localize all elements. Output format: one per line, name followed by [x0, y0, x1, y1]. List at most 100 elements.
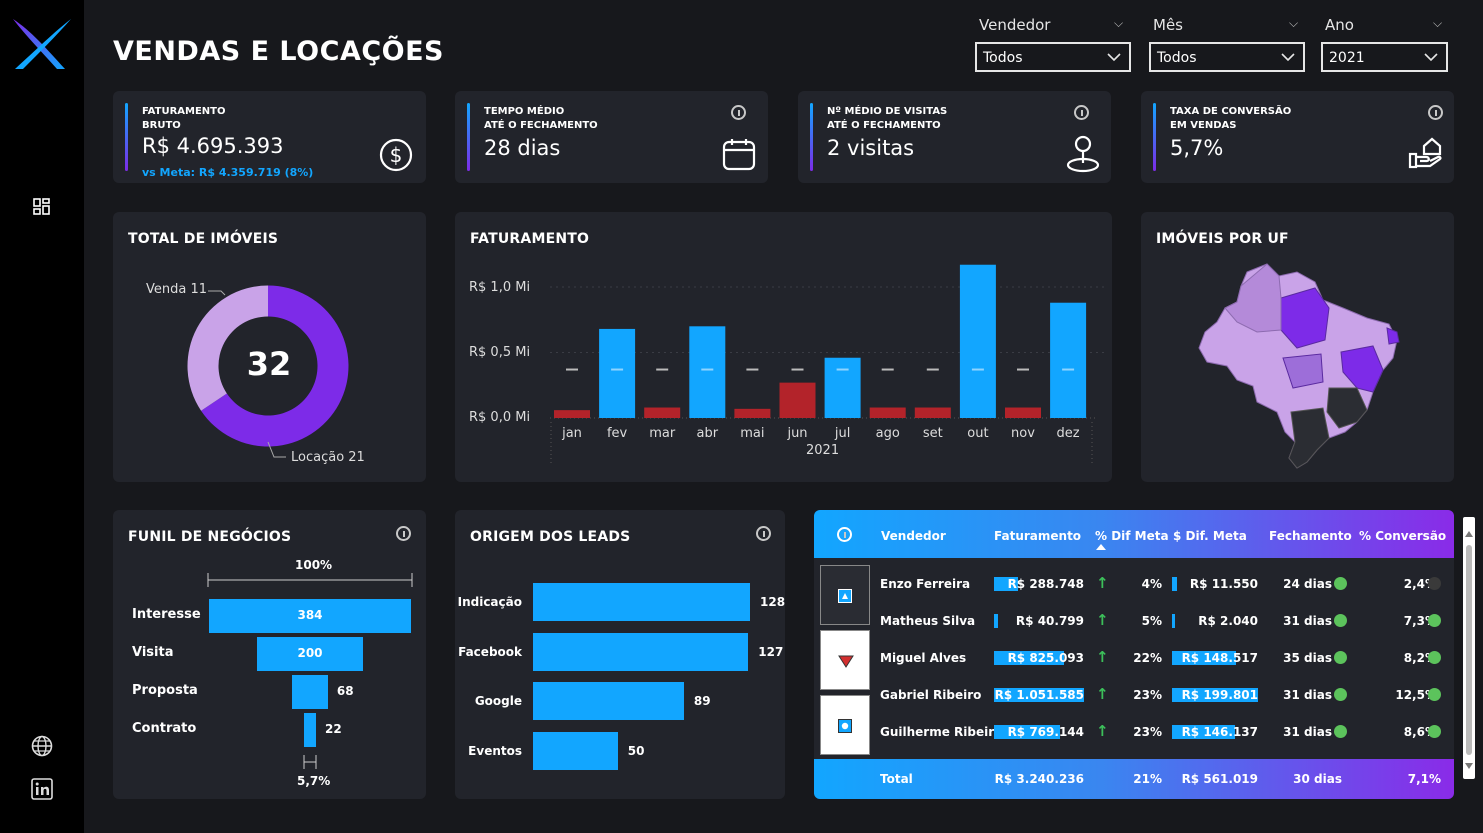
leader-line	[208, 290, 226, 296]
linkedin-icon[interactable]	[31, 778, 53, 800]
info-icon[interactable]	[1428, 105, 1443, 120]
lead-value: 89	[693, 694, 711, 708]
dif-meta-bar	[1172, 614, 1175, 628]
funnel-bar-interesse[interactable]	[209, 599, 411, 633]
info-icon[interactable]	[1074, 105, 1089, 120]
state-mg[interactable]	[1326, 387, 1368, 429]
kpi-value: 5,7%	[1170, 136, 1224, 160]
bar-jun[interactable]	[779, 382, 816, 418]
lead-bar-1[interactable]	[533, 632, 749, 671]
col-header-vendedor[interactable]: Vendedor	[881, 529, 946, 543]
col-header-dif-meta[interactable]: $ Dif. Meta	[1173, 529, 1247, 543]
donut-slice-venda[interactable]	[187, 285, 269, 411]
cell-dif-meta: R$ 11.550	[1189, 577, 1258, 591]
table-scrollbar[interactable]	[1463, 517, 1475, 779]
scroll-up-arrow[interactable]	[1465, 531, 1473, 537]
col-header-fechamento[interactable]: Fechamento	[1269, 529, 1352, 543]
status-dot-icon	[1428, 577, 1441, 590]
table-row[interactable]: Miguel Alves R$ 825.093 ↑ 22% R$ 148.517 35 d…	[814, 648, 1454, 668]
chevron-down-icon[interactable]: ⌵	[1289, 16, 1299, 30]
brazil-map[interactable]	[1197, 262, 1403, 470]
faturamento-bar	[994, 725, 1060, 739]
info-icon[interactable]	[756, 526, 771, 541]
arrow-up-icon: ↑	[1096, 611, 1109, 629]
x-tick-label: dez	[1057, 426, 1080, 441]
row-icon-box[interactable]	[820, 630, 870, 690]
cell-faturamento: R$ 825.093	[1007, 651, 1084, 665]
table-row[interactable]: Matheus Silva R$ 40.799 ↑ 5% R$ 2.040 31 dias…	[814, 611, 1454, 631]
faturamento-bar-chart[interactable]: jan fev mar abr mai jun jul ago set out nov dez	[455, 212, 1112, 482]
lead-bar-3[interactable]	[533, 731, 618, 770]
bar-out[interactable]	[959, 264, 996, 418]
bar-fev[interactable]	[599, 328, 636, 418]
x-tick-label: jul	[834, 426, 850, 441]
kpi-label: Nº MÉDIO DE VISITAS ATÉ O FECHAMENTO	[827, 105, 947, 133]
chevron-down-icon[interactable]: ⌵	[1433, 16, 1443, 30]
row-icon-box[interactable]	[820, 565, 870, 625]
col-header-pct-dif-meta[interactable]: % Dif Meta	[1095, 529, 1169, 543]
scroll-thumb[interactable]	[1466, 545, 1472, 755]
logo-icon[interactable]	[11, 17, 73, 71]
donut-slice-locacao[interactable]	[201, 285, 349, 447]
state-mt[interactable]	[1282, 353, 1324, 389]
venda-label: Venda 11	[146, 282, 208, 297]
bar-jan[interactable]	[554, 410, 590, 418]
state-ne[interactable]	[1386, 327, 1400, 345]
svg-text:$: $	[390, 143, 403, 167]
bar-nov[interactable]	[1005, 407, 1041, 418]
bar-ago[interactable]	[869, 407, 906, 418]
kpi-vs-meta: vs Meta: R$ 4.359.719 (8%)	[142, 166, 314, 179]
table-row[interactable]: Gabriel Ribeiro R$ 1.051.585 ↑ 23% R$ 199.80…	[814, 685, 1454, 705]
kpi-tempo-card: TEMPO MÉDIO ATÉ O FECHAMENTO 28 dias	[455, 91, 768, 183]
bar-abr[interactable]	[689, 326, 726, 418]
state-am[interactable]	[1224, 263, 1282, 333]
info-icon[interactable]	[396, 526, 411, 541]
x-tick-label: abr	[697, 426, 719, 441]
bar-mai[interactable]	[734, 408, 771, 418]
scroll-down-arrow[interactable]	[1465, 763, 1473, 769]
slicer-vendedor-label: Vendedor	[979, 16, 1051, 34]
info-icon[interactable]	[837, 527, 852, 542]
table-row[interactable]: Guilherme Ribeiro R$ 769.144 ↑ 23% R$ 146.13…	[814, 722, 1454, 742]
state-south[interactable]	[1288, 407, 1330, 469]
funnel-bar-proposta[interactable]	[292, 675, 328, 709]
dif-meta-bar	[1172, 688, 1258, 702]
x-tick-label: jun	[786, 426, 807, 441]
lead-source-label: Eventos	[468, 743, 522, 758]
funnel-bar-contrato[interactable]	[304, 713, 316, 747]
funnel-bottom-percent: 5,7%	[297, 774, 331, 788]
funnel-bar-visita[interactable]	[257, 637, 363, 671]
leader-line	[267, 441, 286, 458]
donut-chart[interactable]	[113, 212, 426, 482]
bar-dez[interactable]	[1050, 302, 1087, 418]
lead-bar-0[interactable]	[533, 583, 750, 621]
arrow-up-icon: ↑	[1096, 574, 1109, 592]
bar-mar[interactable]	[644, 407, 681, 418]
slicer-ano-dropdown[interactable]: 2021	[1321, 42, 1448, 72]
cell-dif-meta: R$ 199.801	[1181, 688, 1258, 702]
cell-vendedor: Miguel Alves	[880, 651, 967, 665]
col-header-conversao[interactable]: % Conversão	[1359, 529, 1447, 543]
vendedor-table: Vendedor Faturamento % Dif Meta $ Dif. M…	[814, 510, 1454, 799]
slicer-mes-dropdown[interactable]: Todos	[1149, 42, 1305, 72]
leads-card: ORIGEM DOS LEADS Indicação 128 Facebook 127…	[455, 510, 785, 799]
bar-jul[interactable]	[824, 357, 861, 418]
x-tick-label: jan	[561, 426, 582, 441]
triangle-down-icon	[838, 655, 854, 668]
sidebar	[0, 0, 84, 833]
col-header-faturamento[interactable]: Faturamento	[994, 529, 1082, 543]
kpi-accent-bar	[467, 103, 470, 171]
total-faturamento: R$ 3.240.236	[994, 772, 1084, 786]
lead-bar-2[interactable]	[533, 682, 684, 720]
chevron-down-icon[interactable]: ⌵	[1114, 16, 1124, 30]
row-icon-box[interactable]	[820, 695, 870, 755]
dashboard-icon[interactable]	[33, 198, 51, 216]
slicer-vendedor-dropdown[interactable]: Todos	[975, 42, 1131, 72]
faturamento-bar	[994, 577, 1019, 591]
state-ba[interactable]	[1340, 345, 1384, 393]
page-title: VENDAS E LOCAÇÕES	[113, 36, 444, 67]
globe-icon[interactable]	[31, 735, 53, 757]
table-row[interactable]: Enzo Ferreira R$ 288.748 ↑ 4% R$ 11.550 24 di…	[814, 574, 1454, 594]
bar-set[interactable]	[914, 407, 951, 418]
info-icon[interactable]	[731, 105, 746, 120]
